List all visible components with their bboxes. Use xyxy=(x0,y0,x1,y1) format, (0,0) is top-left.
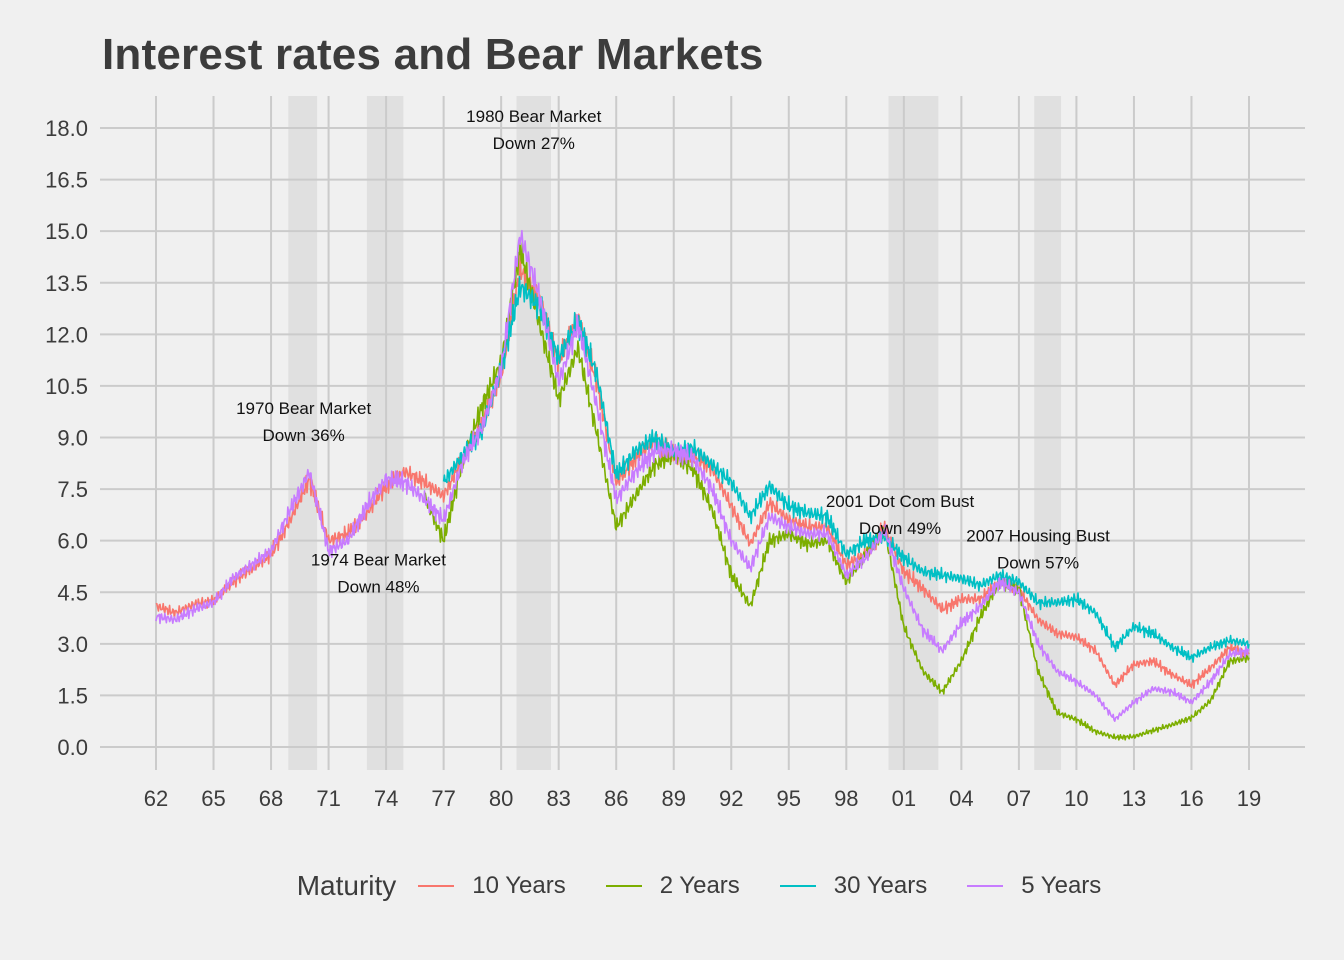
x-tick-label: 89 xyxy=(661,786,685,811)
bear-market-band-3 xyxy=(888,96,939,770)
x-tick-label: 19 xyxy=(1237,786,1261,811)
x-tick-label: 04 xyxy=(949,786,973,811)
y-tick-label: 16.5 xyxy=(45,168,88,193)
annotation-line2: Down 48% xyxy=(337,577,419,596)
y-tick-label: 10.5 xyxy=(45,374,88,399)
legend-swatch xyxy=(418,885,455,887)
x-tick-label: 07 xyxy=(1007,786,1031,811)
bear-market-band-2 xyxy=(516,96,552,770)
legend-swatch xyxy=(967,885,1004,887)
x-tick-label: 62 xyxy=(144,786,168,811)
annotation-line2: Down 36% xyxy=(263,426,345,445)
x-tick-label: 68 xyxy=(259,786,283,811)
annotation-line1: 2001 Dot Com Bust xyxy=(826,492,975,511)
x-tick-label: 98 xyxy=(834,786,858,811)
y-tick-label: 7.5 xyxy=(57,477,88,502)
legend: Maturity 10 Years 2 Years 30 Years 5 Yea… xyxy=(0,866,1344,906)
legend-title: Maturity xyxy=(296,870,397,901)
legend-item-10-years: 10 Years xyxy=(418,872,566,900)
legend-label: 30 Years xyxy=(833,872,928,899)
y-tick-label: 18.0 xyxy=(45,116,88,141)
x-tick-label: 92 xyxy=(719,786,743,811)
x-tick-label: 95 xyxy=(777,786,801,811)
x-tick-label: 74 xyxy=(374,786,398,811)
annotation-line2: Down 27% xyxy=(493,134,575,153)
y-tick-label: 15.0 xyxy=(45,219,88,244)
y-tick-label: 3.0 xyxy=(57,632,88,657)
chart-title: Interest rates and Bear Markets xyxy=(102,30,764,79)
y-tick-label: 6.0 xyxy=(57,529,88,554)
x-tick-label: 01 xyxy=(892,786,916,811)
bear-market-band-0 xyxy=(288,96,318,770)
y-tick-label: 9.0 xyxy=(57,426,88,451)
y-tick-label: 4.5 xyxy=(57,580,88,605)
x-tick-label: 10 xyxy=(1064,786,1088,811)
x-tick-label: 77 xyxy=(431,786,455,811)
y-tick-label: 1.5 xyxy=(57,683,88,708)
legend-item-2-years: 2 Years xyxy=(605,872,740,900)
annotation-line2: Down 49% xyxy=(859,519,941,538)
legend-swatch xyxy=(605,885,642,887)
annotation-line1: 2007 Housing Bust xyxy=(966,526,1110,545)
annotation-line1: 1980 Bear Market xyxy=(466,107,601,126)
legend-label: 5 Years xyxy=(1021,872,1102,899)
x-tick-label: 86 xyxy=(604,786,628,811)
annotation-line1: 1974 Bear Market xyxy=(311,550,446,569)
x-tick-label: 71 xyxy=(316,786,340,811)
legend-label: 2 Years xyxy=(659,872,740,899)
legend-label: 10 Years xyxy=(472,872,566,899)
annotation-line1: 1970 Bear Market xyxy=(236,399,371,418)
x-tick-label: 83 xyxy=(546,786,570,811)
legend-item-5-years: 5 Years xyxy=(967,872,1101,900)
annotation-line2: Down 57% xyxy=(997,553,1079,572)
series-line-2-years xyxy=(423,237,1250,741)
x-tick-label: 13 xyxy=(1122,786,1146,811)
series-line-10-years xyxy=(155,252,1250,689)
y-tick-label: 12.0 xyxy=(45,322,88,347)
x-tick-label: 16 xyxy=(1179,786,1203,811)
y-tick-label: 13.5 xyxy=(45,271,88,296)
legend-item-30-years: 30 Years xyxy=(779,872,928,900)
x-tick-label: 80 xyxy=(489,786,513,811)
bear-market-band-4 xyxy=(1034,96,1062,770)
x-tick-label: 65 xyxy=(201,786,225,811)
y-tick-label: 0.0 xyxy=(57,735,88,760)
legend-swatch xyxy=(779,885,816,887)
series-line-5-years xyxy=(155,229,1250,722)
